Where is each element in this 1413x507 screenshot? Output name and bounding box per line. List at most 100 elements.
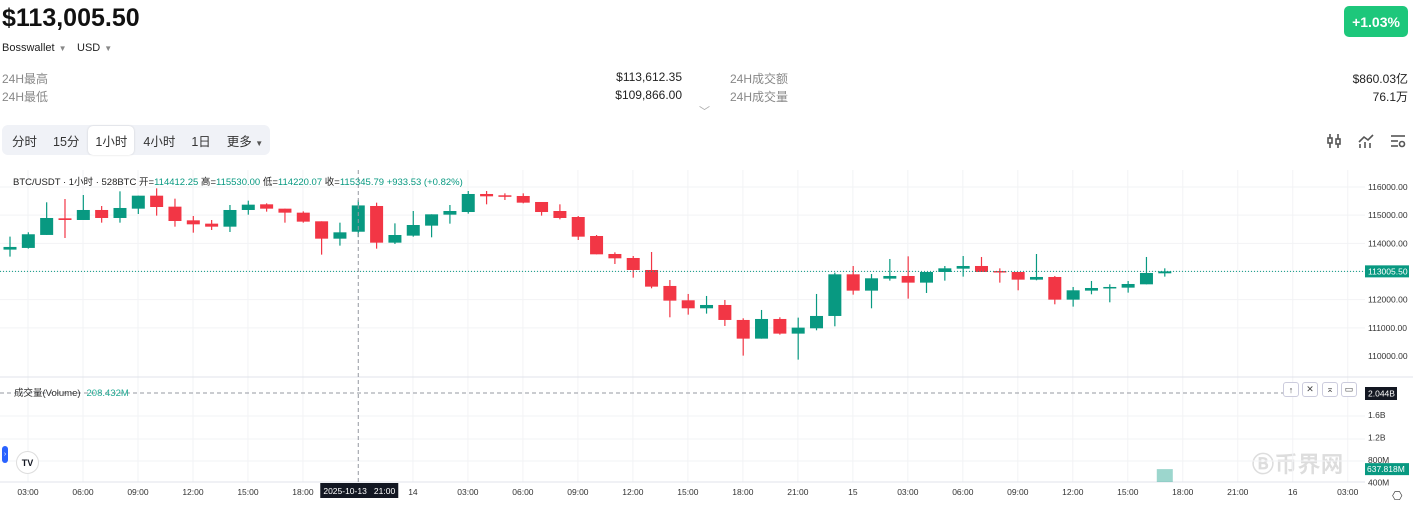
move-pane-up-button[interactable]: ↑ <box>1283 382 1299 397</box>
watermark: Ⓑ币界网 <box>1252 454 1344 476</box>
time-tick-label: 12:00 <box>1062 487 1084 497</box>
candle-body <box>498 195 512 197</box>
expand-sidebar-handle[interactable]: › <box>2 446 8 463</box>
candle-body <box>241 204 255 210</box>
candle-body <box>681 300 695 309</box>
candle-body <box>461 193 475 213</box>
legend-close: 115345.79 <box>339 177 385 188</box>
candle-body <box>535 201 549 213</box>
time-tick-label: 16 <box>1288 487 1298 497</box>
candle-body <box>626 257 640 270</box>
time-tick-label: 15 <box>848 487 858 497</box>
candle-body <box>186 220 200 225</box>
stat-low-label: 24H最低 <box>2 90 49 104</box>
change-badge: +1.03% <box>1344 6 1408 37</box>
tab-more[interactable]: 更多 ▼ <box>220 126 270 155</box>
price-tick-label: 111000.00 <box>1368 323 1407 333</box>
crosshair-time-tag <box>320 483 399 498</box>
candle-body <box>168 206 182 222</box>
candle-body <box>21 234 35 248</box>
candle-body <box>131 195 145 209</box>
close-pane-button[interactable]: ✕ <box>1302 382 1318 397</box>
tab-more-label: 更多 <box>226 134 252 149</box>
caret-down-icon: ▼ <box>104 43 113 53</box>
candle-body <box>828 274 842 316</box>
legend-high: 115530.00 <box>216 177 261 188</box>
time-tick-label: 18:00 <box>292 487 314 497</box>
candle-body <box>791 327 805 334</box>
volume-tick-label: 1.6B <box>1368 410 1386 420</box>
candle-body <box>865 278 879 291</box>
exchange-select[interactable]: Bosswallet ▼ <box>2 42 67 54</box>
candle-body <box>150 195 164 208</box>
legend-symbol: BTC/USDT · 1小时 · 528BTC <box>13 177 137 188</box>
volume-tick-label: 400M <box>1368 478 1389 488</box>
candle-body <box>1121 283 1135 288</box>
stat-volume-label: 24H成交量 <box>730 90 789 104</box>
time-tick-label: 06:00 <box>952 487 974 497</box>
price-tick-label: 112000.00 <box>1368 295 1408 305</box>
candle-body <box>480 193 494 197</box>
candle-body <box>883 275 897 279</box>
ohlc-legend: BTC/USDT · 1小时 · 528BTC 开=114412.25 高=11… <box>13 177 463 188</box>
legend-low-label: 低 <box>262 177 273 188</box>
legend-open: 114412.25 <box>154 177 199 188</box>
candle-body <box>260 204 274 209</box>
stat-turnover-value: $860.03亿 <box>1352 72 1408 86</box>
candle-body <box>1139 272 1153 285</box>
stat-high-value: $113,612.35 <box>616 70 682 84</box>
candle-body <box>406 225 420 236</box>
settings-icon[interactable] <box>1387 130 1409 152</box>
currency-select[interactable]: USD ▼ <box>77 42 112 54</box>
time-tick-label: 18:00 <box>732 487 754 497</box>
price-tick-label: 114000.00 <box>1368 238 1408 248</box>
timeframe-tabs: 分时 15分 1小时 4小时 1日 更多 ▼ <box>2 125 270 155</box>
volume-legend-value: 208.432M <box>86 388 129 399</box>
volume-bar <box>1156 469 1173 482</box>
candle-body <box>315 221 329 239</box>
volume-crosshair-label: 2.044B <box>1368 389 1395 399</box>
candle-body <box>901 275 915 283</box>
watermark-coin-icon: Ⓑ <box>1252 452 1276 477</box>
time-tick-label: 15:00 <box>237 487 259 497</box>
last-price-tag <box>1365 265 1409 278</box>
tab-time[interactable]: 分时 <box>12 134 38 149</box>
collapse-pane-button[interactable]: ⌅ <box>1322 382 1338 397</box>
candle-body <box>351 205 365 232</box>
candle-body <box>1029 276 1043 280</box>
candlestick-icon[interactable] <box>1323 130 1345 152</box>
candle-body <box>95 209 109 218</box>
stat-volume-value: 76.1万 <box>1372 90 1408 104</box>
expand-chevron-icon[interactable]: ﹀ <box>699 106 710 118</box>
price-tick-label: 110000.00 <box>1368 351 1408 361</box>
last-price-label: 113005.50 <box>1368 266 1408 276</box>
time-tick-label: 06:00 <box>72 487 94 497</box>
indicator-icon[interactable] <box>1355 130 1377 152</box>
legend-high-label: 高 <box>200 177 211 188</box>
tab-1d[interactable]: 1日 <box>191 134 211 149</box>
stat-high-label: 24H最高 <box>2 72 49 86</box>
time-tick-label: 15:00 <box>1117 487 1139 497</box>
tab-1h[interactable]: 1小时 <box>88 125 135 155</box>
crosshair-time-label: 2025-10-13 21:00 <box>323 486 395 496</box>
watermark-text: 币界网 <box>1275 452 1345 477</box>
candle-body <box>425 214 439 226</box>
tab-4h[interactable]: 4小时 <box>143 134 176 149</box>
maximize-pane-button[interactable]: ▭ <box>1341 382 1357 397</box>
candle-body <box>553 211 567 218</box>
tradingview-logo[interactable]: TV <box>16 451 39 474</box>
tab-15m[interactable]: 15分 <box>53 134 80 149</box>
time-axis-settings-icon[interactable]: ⎔ <box>1392 489 1403 503</box>
time-tick-label: 12:00 <box>182 487 204 497</box>
volume-tick-label: 1.2B <box>1368 433 1386 443</box>
candle-body <box>1066 290 1080 300</box>
time-tick-label: 03:00 <box>897 487 919 497</box>
time-tick-label: 03:00 <box>17 487 39 497</box>
candle-body <box>278 208 292 213</box>
candle-body <box>810 315 824 329</box>
time-tick-label: 09:00 <box>1007 487 1029 497</box>
candle-body <box>590 235 604 255</box>
candle-body <box>700 304 714 309</box>
stat-turnover-label: 24H成交额 <box>730 72 789 86</box>
